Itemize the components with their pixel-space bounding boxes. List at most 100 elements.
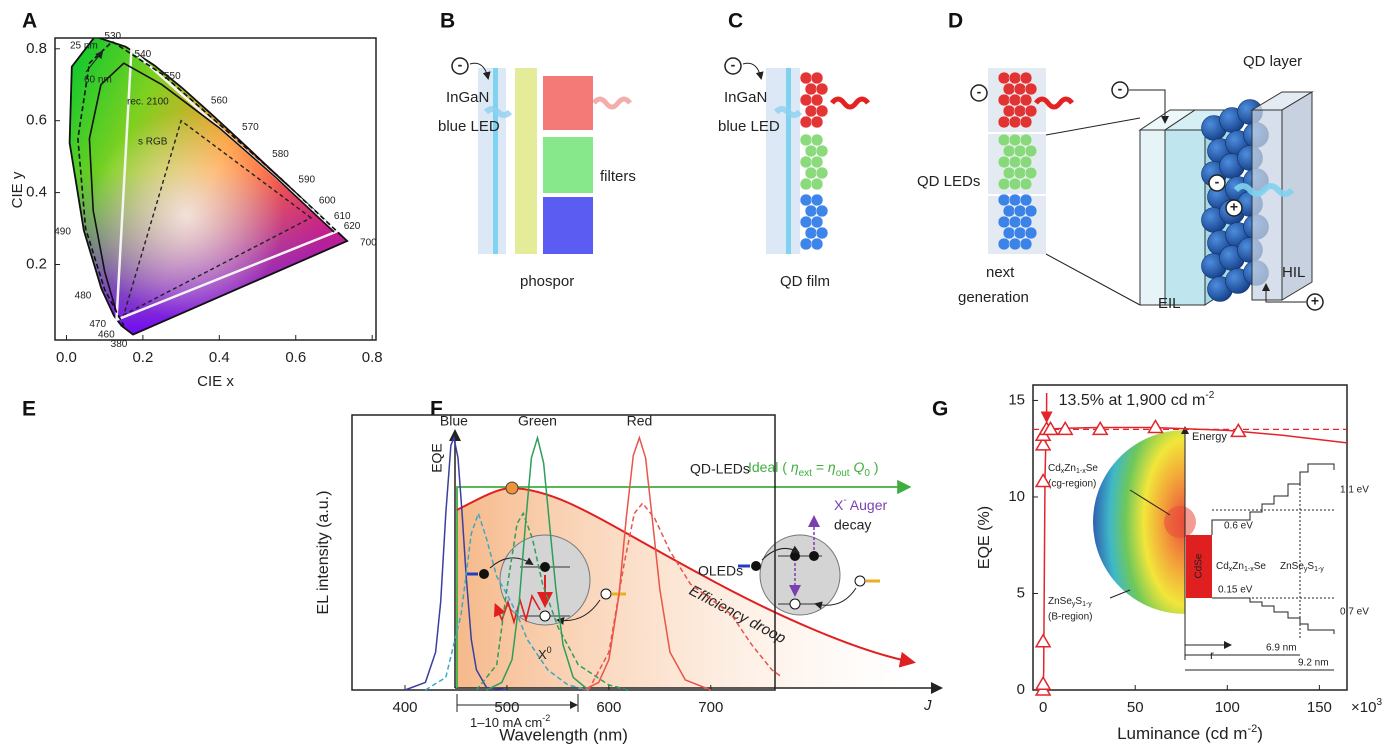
label: CdxZn1-xSe bbox=[1216, 561, 1266, 574]
y-tick-label: 0 bbox=[1017, 681, 1025, 698]
x-tick-label: 600 bbox=[596, 699, 621, 716]
text-part: ×10 bbox=[1351, 699, 1376, 716]
quantum-dot bbox=[1025, 205, 1037, 217]
quantum-dot bbox=[1009, 72, 1021, 84]
led-substrate bbox=[766, 68, 800, 254]
quantum-dot bbox=[811, 156, 823, 168]
quantum-dot bbox=[805, 205, 817, 217]
quantum-dot bbox=[1009, 94, 1021, 106]
wavelength-label: 460 bbox=[98, 330, 115, 341]
x-tick-label: 150 bbox=[1307, 699, 1332, 716]
quantum-dot bbox=[816, 205, 828, 217]
quantum-dot bbox=[800, 134, 812, 146]
label: InGaN bbox=[724, 89, 767, 106]
quantum-dot bbox=[811, 72, 823, 84]
emission bbox=[594, 99, 630, 107]
decoration: ) bbox=[870, 459, 879, 475]
quantum-dot bbox=[1020, 94, 1032, 106]
wavelength-label: 580 bbox=[272, 149, 289, 160]
quantum-dot bbox=[800, 194, 812, 206]
quantum-dot bbox=[998, 238, 1010, 250]
decoration: Zn bbox=[1232, 561, 1244, 572]
text-part: 3 bbox=[1376, 697, 1382, 708]
label: ZnSeyS1-y bbox=[1048, 596, 1092, 609]
panel-b: - InGaN blue LED filters phospor bbox=[438, 57, 636, 290]
decoration: out bbox=[836, 468, 850, 479]
label: decay bbox=[834, 517, 871, 533]
wavelength-label: 560 bbox=[211, 96, 228, 107]
quantum-dot bbox=[1003, 83, 1015, 95]
charge-sign: - bbox=[1215, 174, 1220, 190]
x-axis-label: Wavelength (nm) bbox=[499, 725, 628, 744]
x-tick-label: 0.2 bbox=[132, 349, 153, 366]
blue-filter bbox=[543, 197, 593, 254]
x-tick-label: 400 bbox=[392, 699, 417, 716]
quantum-dot bbox=[1025, 83, 1037, 95]
text-part: -2 bbox=[1247, 723, 1257, 735]
annotation: OLEDs bbox=[698, 563, 743, 579]
x-tick-label: 500 bbox=[494, 699, 519, 716]
marker bbox=[1036, 677, 1050, 689]
quantum-dot bbox=[998, 178, 1010, 190]
y-axis-label: EL intensity (a.u.) bbox=[315, 491, 332, 615]
hole bbox=[855, 576, 865, 586]
quantum-dot bbox=[1009, 216, 1021, 228]
curve-label: 60 nm bbox=[84, 75, 112, 86]
panel-f: EQE J Ideal ( ηext = ηout Q0 ) X- Auger … bbox=[429, 432, 940, 730]
quantum-dot bbox=[1020, 194, 1032, 206]
quantum-dot bbox=[1025, 167, 1037, 179]
text-part: ) bbox=[1257, 724, 1263, 743]
decoration: 1-x bbox=[1244, 566, 1254, 573]
wavelength-label: 570 bbox=[242, 122, 259, 133]
decoration: Cd bbox=[1048, 463, 1061, 474]
quantum-dot bbox=[1020, 156, 1032, 168]
eil bbox=[1140, 130, 1165, 305]
quantum-dot bbox=[805, 227, 817, 239]
quantum-dot bbox=[1014, 145, 1026, 157]
quantum-dot bbox=[811, 238, 823, 250]
hole bbox=[540, 611, 550, 621]
electron bbox=[809, 551, 819, 561]
quantum-dot bbox=[816, 105, 828, 117]
quantum-dot bbox=[1009, 156, 1021, 168]
quantum-dot bbox=[816, 227, 828, 239]
y-tick-label: 0.6 bbox=[26, 112, 47, 129]
axis-label: J bbox=[923, 697, 932, 714]
charge-sign: + bbox=[1230, 199, 1238, 215]
decoration: Ideal ( bbox=[748, 459, 791, 475]
decoration: X bbox=[538, 647, 547, 662]
leader bbox=[1110, 590, 1130, 598]
label: X- Auger bbox=[834, 495, 888, 513]
quantum-dot bbox=[1014, 83, 1026, 95]
quantum-dot bbox=[1003, 105, 1015, 117]
decoration: -2 bbox=[542, 713, 550, 723]
label: QD layer bbox=[1243, 53, 1302, 70]
label: blue LED bbox=[718, 118, 780, 135]
quantum-dot bbox=[800, 94, 812, 106]
quantum-dot bbox=[998, 194, 1010, 206]
series-label: Blue bbox=[440, 412, 468, 428]
x-tick-label: 100 bbox=[1215, 699, 1240, 716]
text-part: -2 bbox=[1205, 390, 1214, 401]
label: Energy bbox=[1192, 431, 1227, 443]
quantum-dot bbox=[1025, 227, 1037, 239]
decoration: ext bbox=[799, 468, 813, 479]
label: (B-region) bbox=[1048, 612, 1092, 623]
decoration: Cd bbox=[1216, 561, 1229, 572]
label: generation bbox=[958, 289, 1029, 306]
peak-marker bbox=[506, 482, 518, 494]
quantum-dot bbox=[800, 72, 812, 84]
gamut-label: rec. 2100 bbox=[127, 97, 169, 108]
quantum-dot bbox=[1009, 116, 1021, 128]
charge-sign: - bbox=[458, 57, 463, 73]
panel-label: C bbox=[728, 10, 743, 33]
valence-band bbox=[1212, 598, 1334, 634]
quantum-dot bbox=[1003, 145, 1015, 157]
decoration: ZnSe bbox=[1280, 561, 1304, 572]
decoration: Auger bbox=[847, 497, 888, 513]
led-layer bbox=[786, 68, 791, 254]
decoration: 1-y bbox=[1082, 601, 1092, 608]
marker bbox=[1093, 422, 1107, 434]
marker bbox=[1036, 635, 1050, 647]
label: QD film bbox=[780, 273, 830, 290]
